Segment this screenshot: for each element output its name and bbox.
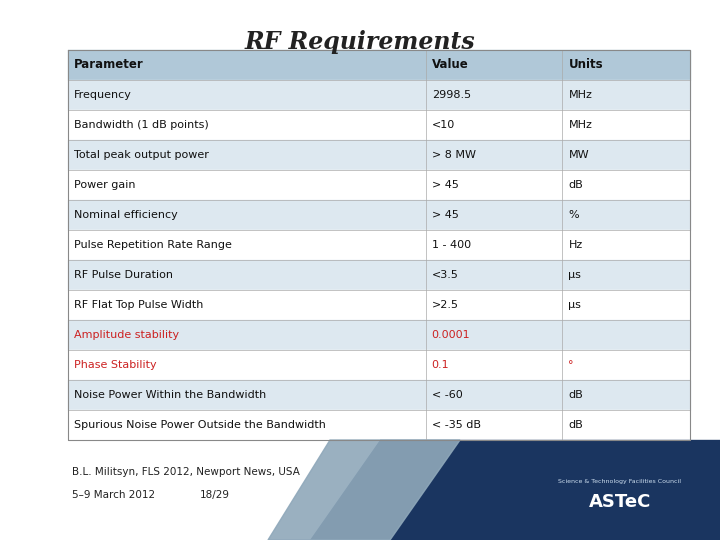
Text: Hz: Hz: [569, 240, 582, 250]
Bar: [68, 410, 690, 440]
Text: 1 - 400: 1 - 400: [432, 240, 471, 250]
Bar: [68, 380, 690, 410]
Text: RF Requirements: RF Requirements: [245, 30, 475, 54]
Polygon shape: [268, 440, 460, 540]
Text: 5–9 March 2012: 5–9 March 2012: [72, 490, 155, 500]
Bar: [68, 50, 690, 80]
Text: ASTeC: ASTeC: [589, 493, 651, 511]
Text: RF Flat Top Pulse Width: RF Flat Top Pulse Width: [74, 300, 203, 310]
Text: B.L. Militsyn, FLS 2012, Newport News, USA: B.L. Militsyn, FLS 2012, Newport News, U…: [72, 467, 300, 477]
Bar: [68, 290, 690, 320]
Text: Science & Technology Facilities Council: Science & Technology Facilities Council: [559, 480, 682, 484]
Text: dB: dB: [569, 180, 583, 190]
Text: 18/29: 18/29: [200, 490, 230, 500]
Text: %: %: [569, 210, 579, 220]
Text: Pulse Repetition Rate Range: Pulse Repetition Rate Range: [74, 240, 232, 250]
Text: 0.1: 0.1: [432, 360, 449, 370]
Text: > 45: > 45: [432, 180, 459, 190]
Text: < -35 dB: < -35 dB: [432, 420, 481, 430]
Bar: [68, 80, 690, 110]
Text: MHz: MHz: [569, 90, 593, 100]
Bar: [68, 170, 690, 200]
Bar: [68, 110, 690, 140]
Text: dB: dB: [569, 390, 583, 400]
Text: μs: μs: [569, 300, 581, 310]
Text: °: °: [569, 360, 574, 370]
Text: MW: MW: [569, 150, 589, 160]
Text: Power gain: Power gain: [74, 180, 135, 190]
Text: <3.5: <3.5: [432, 270, 459, 280]
Polygon shape: [310, 440, 720, 540]
Bar: [68, 200, 690, 230]
Bar: [68, 350, 690, 380]
Text: Noise Power Within the Bandwidth: Noise Power Within the Bandwidth: [74, 390, 266, 400]
Text: Value: Value: [432, 58, 469, 71]
Text: Phase Stability: Phase Stability: [74, 360, 157, 370]
Text: > 45: > 45: [432, 210, 459, 220]
Text: dB: dB: [569, 420, 583, 430]
Text: >2.5: >2.5: [432, 300, 459, 310]
Bar: [68, 260, 690, 290]
Text: Units: Units: [569, 58, 603, 71]
Bar: [68, 140, 690, 170]
Text: Nominal efficiency: Nominal efficiency: [74, 210, 178, 220]
Text: Frequency: Frequency: [74, 90, 132, 100]
Bar: [68, 230, 690, 260]
Text: RF Pulse Duration: RF Pulse Duration: [74, 270, 173, 280]
Text: > 8 MW: > 8 MW: [432, 150, 476, 160]
Text: Amplitude stability: Amplitude stability: [74, 330, 179, 340]
Text: < -60: < -60: [432, 390, 462, 400]
Text: <10: <10: [432, 120, 455, 130]
Text: Spurious Noise Power Outside the Bandwidth: Spurious Noise Power Outside the Bandwid…: [74, 420, 326, 430]
Text: 0.0001: 0.0001: [432, 330, 470, 340]
Text: Bandwidth (1 dB points): Bandwidth (1 dB points): [74, 120, 209, 130]
Text: 2998.5: 2998.5: [432, 90, 471, 100]
Text: Total peak output power: Total peak output power: [74, 150, 209, 160]
Text: Parameter: Parameter: [74, 58, 144, 71]
Text: μs: μs: [569, 270, 581, 280]
Bar: [68, 320, 690, 350]
Text: MHz: MHz: [569, 120, 593, 130]
